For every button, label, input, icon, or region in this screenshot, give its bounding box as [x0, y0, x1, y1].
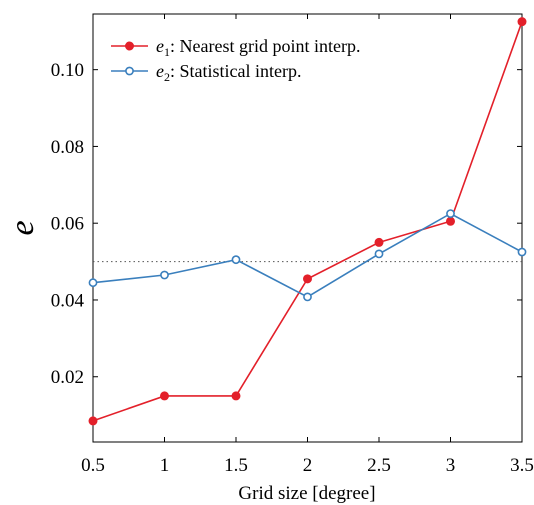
legend: e1: Nearest grid point interp.e2: Statis… [111, 36, 360, 84]
x-tick-label: 3.5 [510, 455, 534, 476]
legend-description: : Statistical interp. [170, 61, 301, 81]
series-1-point [446, 216, 455, 226]
series-1-point [231, 391, 241, 401]
series-2-point [303, 292, 312, 302]
x-tick-label: 0.5 [81, 455, 105, 476]
y-tick-label: 0.02 [51, 367, 84, 388]
y-tick-label: 0.08 [51, 137, 84, 158]
series-2 [88, 209, 527, 302]
legend-subscript: 2 [164, 70, 170, 84]
tick-marks [92, 14, 523, 442]
series-1-point [374, 237, 384, 247]
series-2-point [517, 247, 527, 257]
series-1-point [88, 416, 98, 426]
series-1-point [517, 17, 527, 27]
series-2-line [92, 212, 523, 298]
series-2-point [231, 255, 241, 265]
series-2-point [160, 270, 169, 280]
x-tick-label: 2.5 [367, 455, 391, 476]
legend-label: e1: Nearest grid point interp. [156, 36, 360, 59]
legend-subscript: 1 [164, 45, 170, 59]
series-2-point [88, 278, 98, 288]
y-tick-labels: 0.02 0.04 0.06 0.08 0.10 [51, 60, 85, 388]
x-tick-label: 3 [446, 455, 456, 476]
x-tick-label: 1 [160, 455, 170, 476]
series-layer [88, 17, 527, 426]
x-tick-label: 2 [303, 455, 313, 476]
legend-symbol: e [156, 61, 164, 81]
series-2-point [374, 249, 384, 259]
legend-label: e2: Statistical interp. [156, 61, 301, 84]
series-1-line [92, 21, 523, 422]
x-tick-label: 1.5 [224, 455, 248, 476]
legend-marker [125, 66, 134, 76]
series-1 [88, 17, 527, 426]
legend-description: : Nearest grid point interp. [170, 36, 360, 56]
y-tick-label: 0.10 [51, 60, 84, 81]
series-1-point [303, 274, 312, 284]
x-axis-label: Grid size [degree] [238, 483, 375, 504]
legend-symbol: e [156, 36, 164, 56]
x-tick-labels: 0.5 1 1.5 2 2.5 3 3.5 [81, 455, 534, 476]
legend-item-2: e2: Statistical interp. [111, 61, 301, 84]
legend-marker [125, 41, 134, 51]
series-1-point [160, 391, 169, 401]
y-tick-label: 0.06 [51, 214, 84, 235]
y-tick-label: 0.04 [51, 290, 85, 311]
series-2-point [446, 209, 455, 219]
legend-item-1: e1: Nearest grid point interp. [111, 36, 360, 59]
y-axis-label: e [4, 220, 41, 235]
